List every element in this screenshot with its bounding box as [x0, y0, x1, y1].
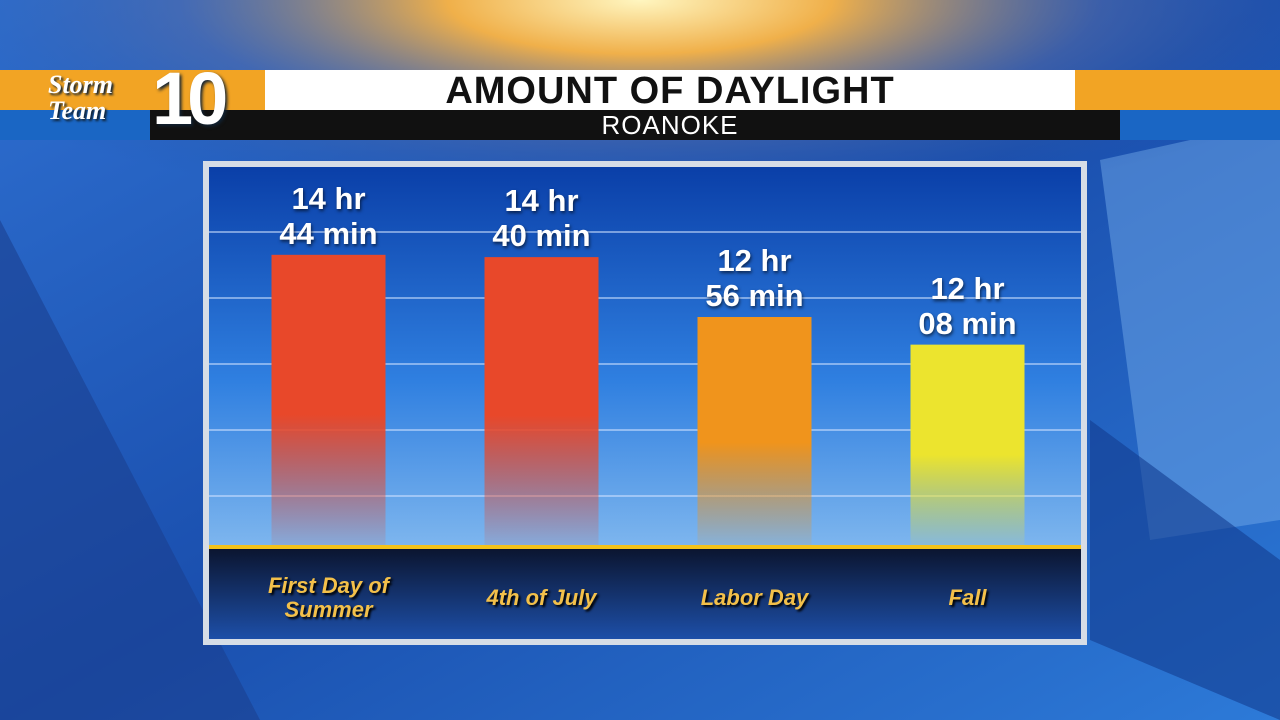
brand-name: Storm Team: [48, 70, 114, 125]
category-label: Fall: [948, 585, 987, 610]
value-label: 14 hr 44 min: [279, 180, 378, 251]
bar: [271, 254, 386, 545]
chart-subtitle: ROANOKE: [601, 110, 739, 140]
brand-number: 10: [152, 57, 228, 140]
chart-title: AMOUNT OF DAYLIGHT: [445, 70, 895, 112]
value-label: 12 hr 08 min: [918, 270, 1017, 341]
category-label: 4th of July: [486, 585, 597, 610]
bar: [484, 257, 599, 545]
value-label: 12 hr 56 min: [705, 243, 804, 313]
category-label: Labor Day: [700, 585, 809, 610]
value-label: 14 hr 40 min: [492, 183, 591, 254]
category-label: First Day of Summer: [267, 573, 390, 622]
bar: [697, 317, 812, 545]
bar: [910, 344, 1025, 545]
